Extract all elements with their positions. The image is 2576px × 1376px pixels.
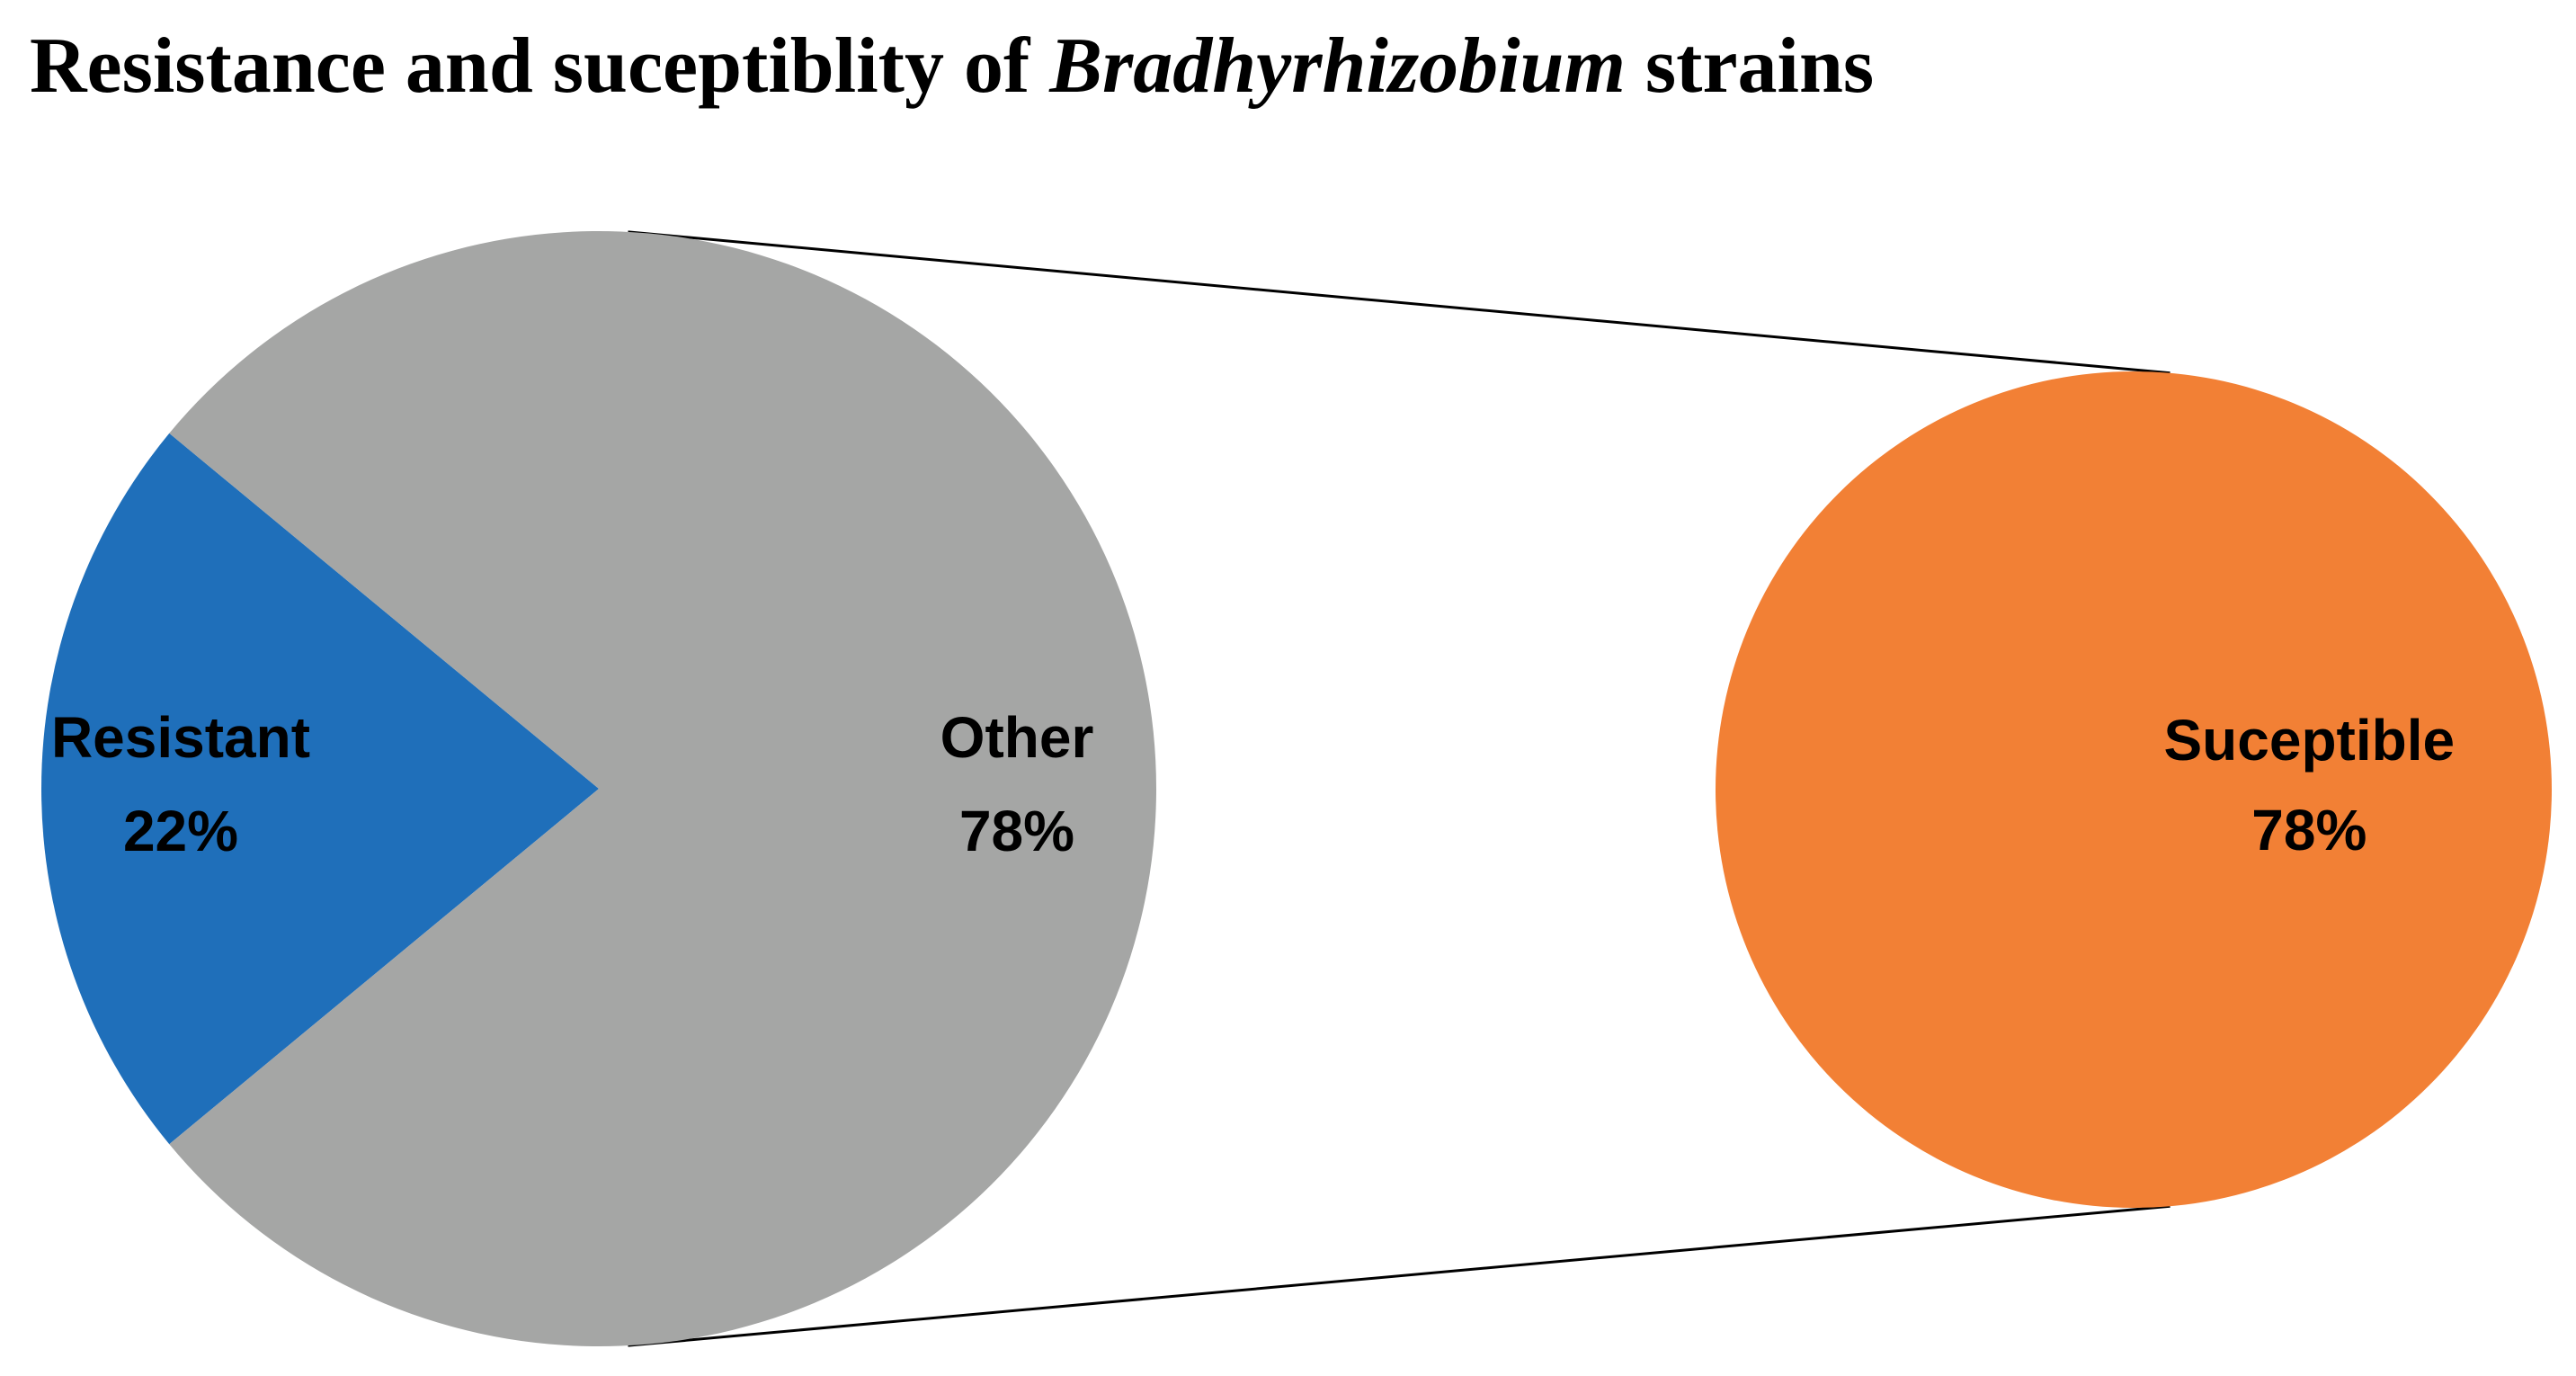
slice-value-label: 78%	[2251, 798, 2367, 862]
pie-slice	[40, 433, 600, 1145]
slice-value-label: 78%	[959, 799, 1074, 863]
secondary-pie-slice	[1716, 371, 2552, 1208]
slice-label: Suceptible	[2163, 708, 2455, 773]
slice-label: Other	[940, 705, 1094, 770]
title-part: Bradhyrhizobium	[1048, 22, 1626, 110]
chart-title: Resistance and suceptiblity of Bradhyrhi…	[30, 22, 1874, 110]
connector-line	[628, 1204, 2170, 1347]
slice-value-label: 22%	[123, 799, 238, 863]
connector-line	[628, 230, 2170, 375]
slice-label: Resistant	[51, 705, 310, 770]
title-part: strains	[1626, 22, 1874, 110]
pie-slice	[169, 231, 1157, 1347]
title-part: Resistance and suceptiblity of	[30, 22, 1049, 110]
